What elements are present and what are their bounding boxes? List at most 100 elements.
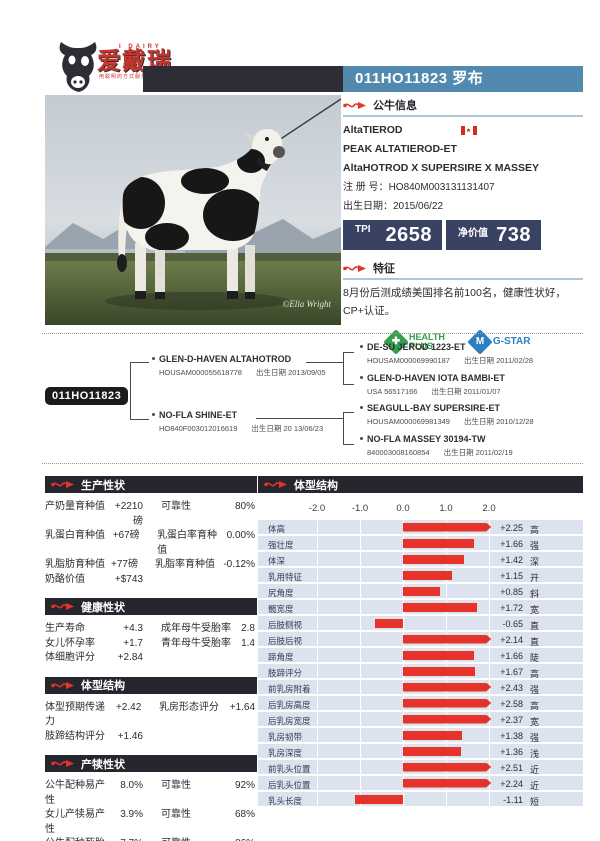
ancestor-id: HOUSAM000069981349 [367,417,450,426]
stat-label [161,573,233,588]
section-header-production: 生产性状 [45,476,257,493]
chart-descriptor: 近 [530,764,540,775]
pedigree-dam: NO-FLA SHINE-ET HO840F003012016619 出生日期 20… [152,410,323,434]
section-header-chart: 体型结构 [258,476,583,493]
gridline [446,792,447,806]
ancestor-dob: 出生日期 2011/01/07 [431,387,501,396]
stat-label: 乳蛋白育种值 [45,530,105,541]
stat-label: 乳蛋白率育种值 [157,530,218,556]
chart-category-label: 体高 [268,524,286,534]
gridline [489,584,490,598]
chart-value-label: +0.85 [500,586,523,597]
gridline [317,760,318,774]
chart-bar [375,618,403,628]
page-title: 011HO11823 罗布 [343,66,583,92]
axis-tick-label: 2.0 [482,503,496,514]
chart-descriptor: 强 [530,732,540,743]
chart-row: 尻角度 +0.85 斜 [258,584,583,599]
gridline [317,776,318,790]
ancestor-dob: 出生日期 20 13/06/23 [251,424,324,433]
stat-row: 奶酪价值 +$743 [45,573,257,588]
gridline [360,728,361,742]
gridline [317,584,318,598]
section-title: 产犊性状 [81,758,125,771]
chart-bar [403,666,475,676]
gridline [489,664,490,678]
chart-row: 肢蹄评分 +1.67 高 [258,664,583,679]
red-arrow-icon [51,603,74,610]
stat-value: +77磅 [110,559,138,570]
gridline [489,600,490,614]
chart-category-label: 乳房韧带 [268,732,303,742]
stat-row: 女儿产犊易产性 3.9% 可靠性 68% [45,808,257,837]
header-divider-bar [143,66,343,92]
ancestor-name: DE-SU JEROD 1223-ET [360,342,533,352]
chart-bar [403,699,491,708]
gridline [403,792,404,806]
chart-bar [403,763,491,772]
chart-category-label: 后乳头位置 [268,780,311,790]
registration-number: HO840M003131131407 [388,182,495,193]
chart-descriptor: 高 [530,524,540,535]
pedigree-connector [130,362,149,420]
chart-value-label: +1.66 [500,650,523,661]
bull-short-name: AltaTIEROD [343,124,403,136]
gridline [317,792,318,806]
chart-bar [403,715,491,724]
stat-value: +$743 [114,573,143,585]
net-merit-label: 净价值 [458,228,488,239]
chart-bar [355,794,403,804]
ancestor-id: HO840F003012016619 [159,424,238,433]
birthdate-label: 出生日期： [343,201,393,212]
chart-value-label: +2.24 [500,778,523,789]
stat-value: +2210磅 [114,501,143,527]
stat-value [233,651,257,666]
gridline [446,584,447,598]
stat-value: +67磅 [112,530,140,541]
pedigree-sire: GLEN-D-HAVEN ALTAHOTROD HOUSAM00005561877… [152,354,326,378]
chart-category-label: 乳房深度 [268,748,303,758]
stat-value: 7.7% [109,837,143,841]
chart-row: 后乳房宽度 +2.37 宽 [258,712,583,727]
stat-label: 公牛配种易产性 [45,780,105,806]
chart-category-label: 后乳房宽度 [268,716,311,726]
chart-category-label: 体深 [268,556,286,566]
chart-descriptor: 短 [530,796,540,807]
chart-bar [403,586,440,596]
chart-row: 后肢后视 +2.14 直 [258,632,583,647]
red-arrow-icon [343,264,366,272]
stat-value: +1.7 [123,637,143,649]
chart-category-label: 后肢侧视 [268,620,303,630]
chart-category-label: 后肢后视 [268,636,303,646]
stat-row: 公牛配种易产性 8.0% 可靠性 92% [45,779,257,808]
conformation-chart: 体型结构 -2.0 -1.0 0.0 1.0 2.0 体高 +2.25 高强壮度 +1.66 强… [258,476,583,808]
gridline [489,744,490,758]
gridline [317,616,318,630]
gridline [489,616,490,630]
chart-row: 髋宽度 +1.72 宽 [258,600,583,615]
stat-label: 可靠性 [161,837,233,841]
pedigree-connector [343,352,354,385]
stat-label: 生产寿命 [45,623,85,634]
section-title: 特征 [373,263,395,275]
pedigree-grandparent: GLEN-D-HAVEN IOTA BAMBI-ET USA 56517166 出生… [360,373,505,397]
score-row: TPI 2658 净价值 738 [343,220,583,250]
gridline [403,616,404,630]
bull-photo-scene [45,98,341,325]
stat-row: 产奶量育种值 +2210磅 可靠性 80% [45,500,257,529]
tpi-label: TPI [355,224,371,235]
chart-descriptor: 开 [530,572,540,583]
gridline [360,568,361,582]
stat-label [161,730,233,745]
chart-value-label: +1.72 [500,602,523,613]
ancestor-id: USA 56517166 [367,387,418,396]
bull-full-name: PEAK ALTATIEROD-ET [343,143,457,155]
chart-row: 体高 +2.25 高 [258,520,583,535]
chart-descriptor: 浅 [530,748,540,759]
section-title: 生产性状 [81,479,125,492]
chart-category-label: 强壮度 [268,540,294,550]
ancestor-name: NO-FLA SHINE-ET [152,410,323,420]
gridline [360,760,361,774]
gridline [360,600,361,614]
gridline [489,792,490,806]
